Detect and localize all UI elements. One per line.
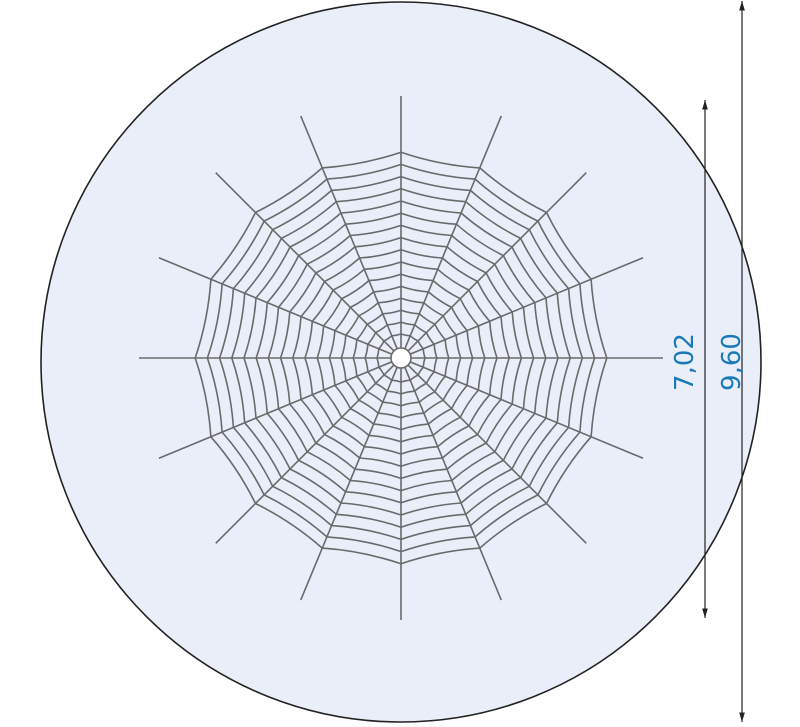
web-ring	[194, 151, 608, 565]
web-ring	[206, 163, 596, 553]
spoke	[407, 364, 587, 544]
web-ring	[267, 224, 535, 492]
spoke	[215, 364, 395, 544]
dimension-label: 7,02	[670, 333, 700, 391]
spoke	[158, 256, 393, 355]
hub	[390, 347, 412, 369]
spoke	[409, 361, 644, 460]
web-ring	[279, 236, 523, 480]
web-ring	[316, 273, 486, 443]
web-ring	[291, 248, 511, 468]
spoke	[299, 366, 398, 601]
spoke	[409, 256, 644, 355]
web-ring	[364, 321, 438, 395]
spoke	[158, 361, 393, 460]
web	[139, 96, 663, 620]
web-ring	[376, 333, 426, 383]
web-ring	[328, 285, 474, 431]
web-ring	[340, 297, 462, 419]
web-ring	[218, 175, 584, 541]
spoke	[404, 115, 503, 350]
spoke	[299, 115, 398, 350]
web-ring	[352, 309, 450, 407]
spoke	[215, 172, 395, 352]
web-ring	[255, 212, 547, 504]
web-ring	[304, 261, 498, 455]
spoke	[407, 172, 587, 352]
dimension-label: 9,60	[717, 333, 747, 391]
web-ring	[243, 200, 559, 516]
spoke	[404, 366, 503, 601]
web-ring	[230, 187, 572, 529]
